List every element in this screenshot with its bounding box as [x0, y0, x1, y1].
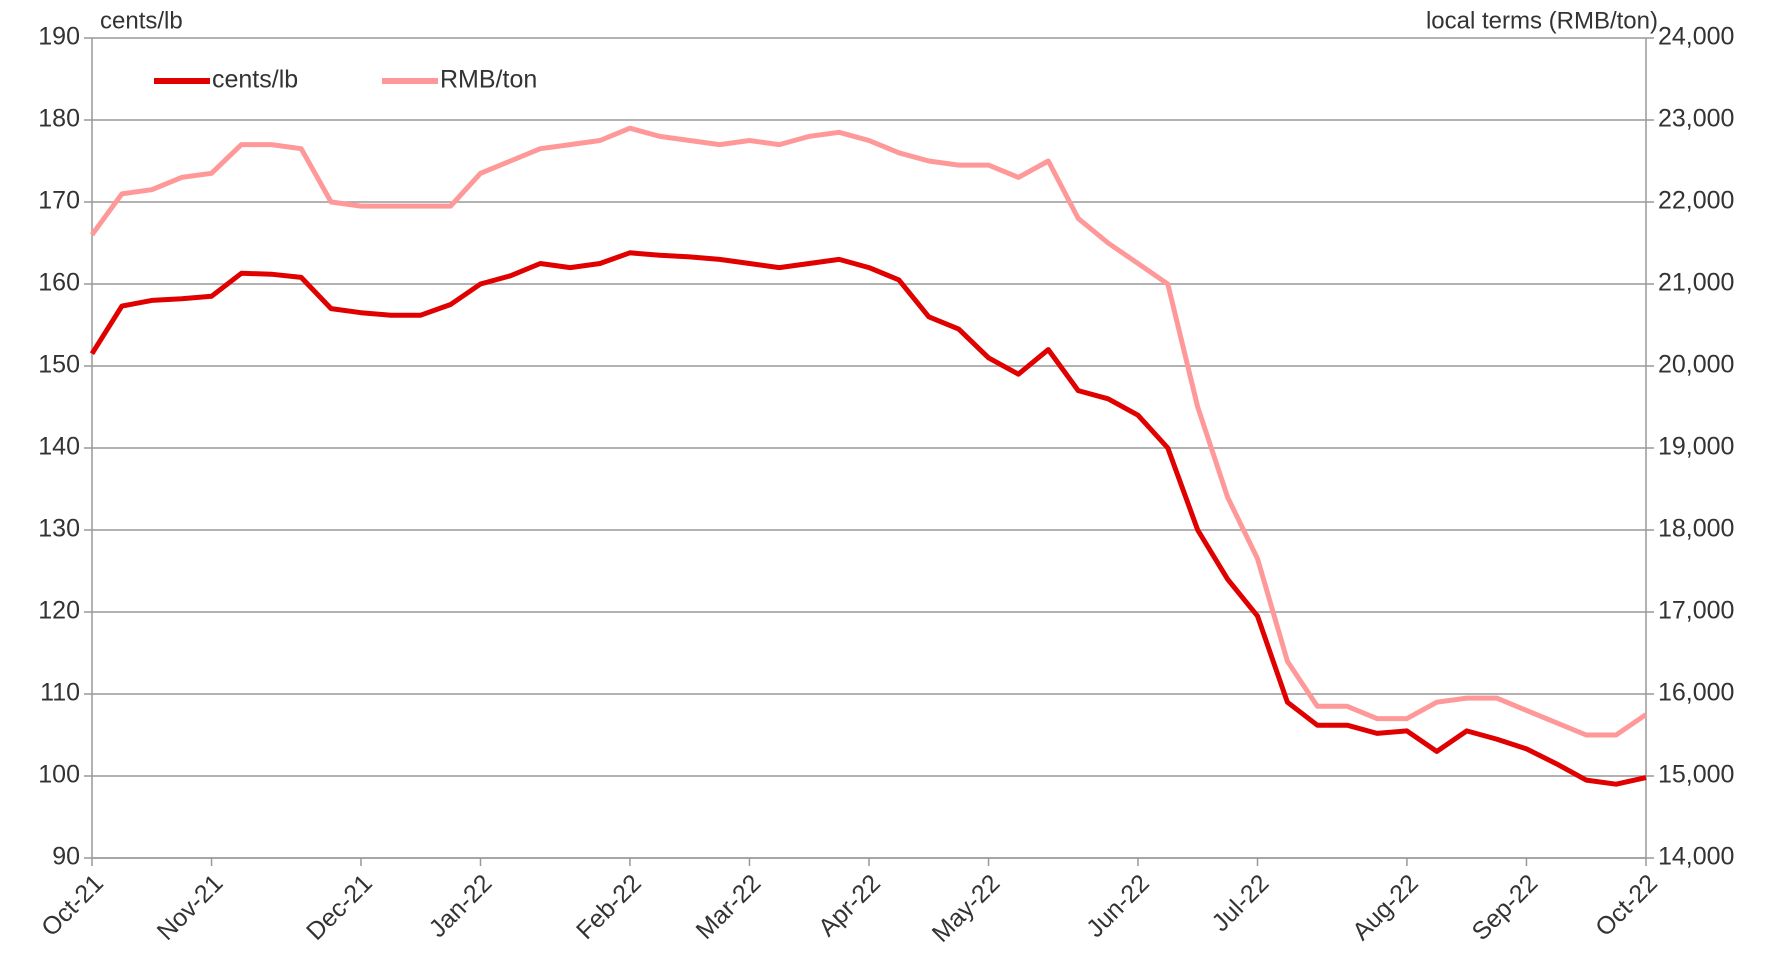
y-tick-label: 120 [38, 597, 80, 625]
y2-tick-label: 16,000 [1658, 679, 1734, 707]
x-tick-label: Oct-21 [36, 869, 109, 942]
x-tick-label: Dec-21 [301, 869, 378, 946]
x-tick-label: Sep-22 [1467, 869, 1544, 946]
y2-tick-label: 15,000 [1658, 761, 1734, 789]
legend-label: RMB/ton [440, 66, 537, 94]
y-tick-label: 130 [38, 515, 80, 543]
y-tick-label: 160 [38, 269, 80, 297]
series-line [89, 250, 1647, 787]
x-tick-label: Jul-22 [1206, 869, 1274, 937]
y2-tick-label: 20,000 [1658, 351, 1734, 379]
y-tick-label: 180 [38, 105, 80, 133]
y2-tick-label: 17,000 [1658, 597, 1734, 625]
x-tick-label: Jan-22 [424, 869, 498, 943]
y2-tick-label: 23,000 [1658, 105, 1734, 133]
series-line [89, 125, 1648, 738]
x-tick-label: Aug-22 [1347, 869, 1424, 946]
y-tick-label: 190 [38, 23, 80, 51]
y2-tick-label: 18,000 [1658, 515, 1734, 543]
y-tick-label: 140 [38, 433, 80, 461]
y2-tick-label: 22,000 [1658, 187, 1734, 215]
y-tick-label: 90 [52, 843, 80, 871]
x-tick-label: Mar-22 [691, 869, 767, 945]
x-tick-label: Nov-21 [152, 869, 229, 946]
y2-tick-label: 14,000 [1658, 843, 1734, 871]
x-tick-label: Apr-22 [813, 869, 886, 942]
y2-tick-label: 24,000 [1658, 23, 1734, 51]
y2-tick-label: 21,000 [1658, 269, 1734, 297]
y2-axis-label: local terms (RMB/ton) [1426, 7, 1658, 34]
x-tick-label: Oct-22 [1590, 869, 1663, 942]
y2-tick-label: 19,000 [1658, 433, 1734, 461]
y-tick-label: 150 [38, 351, 80, 379]
x-tick-label: Jun-22 [1081, 869, 1155, 943]
y-tick-label: 100 [38, 761, 80, 789]
legend-label: cents/lb [212, 66, 298, 94]
y-tick-label: 110 [40, 679, 80, 707]
x-tick-label: May-22 [927, 869, 1006, 948]
x-tick-label: Feb-22 [571, 869, 647, 945]
y-axis-label: cents/lb [100, 7, 183, 34]
y-tick-label: 170 [38, 187, 80, 215]
